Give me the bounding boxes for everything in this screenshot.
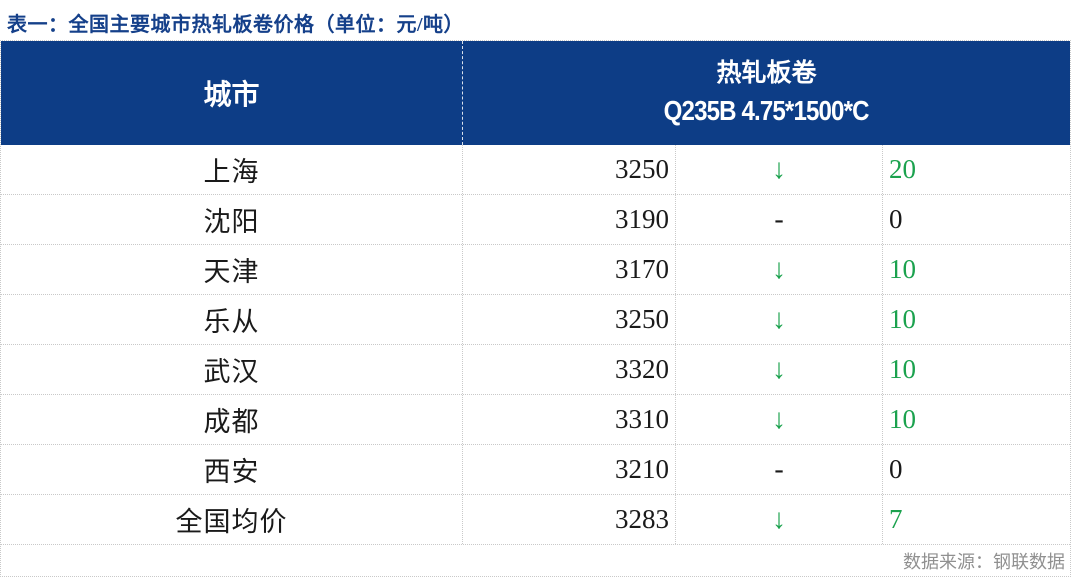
price-cell: 3190 (463, 195, 676, 244)
city-cell: 武汉 (1, 345, 463, 394)
data-source-text: 数据来源：钢联数据 (903, 551, 1065, 572)
price-cell: 3170 (463, 245, 676, 294)
price-cell: 3250 (463, 145, 676, 194)
change-cell: 0 (889, 454, 903, 484)
price-cell: 3283 (463, 495, 676, 544)
table-row: 上海 3250 ↓ 20 (1, 145, 1070, 195)
header-product-spec: Q235B 4.75*1500*C (664, 95, 870, 126)
table-row: 西安 3210 - 0 (1, 445, 1070, 495)
data-source-row: 数据来源：钢联数据 (1, 545, 1070, 576)
change-cell: 10 (889, 254, 916, 284)
city-cell: 乐从 (1, 295, 463, 344)
change-cell: 10 (889, 304, 916, 334)
change-cell: 0 (889, 204, 903, 234)
change-cell: 7 (889, 504, 903, 534)
trend-arrow: ↓ (676, 145, 883, 194)
header-product-name: 热轧板卷 (716, 60, 817, 87)
trend-arrow: ↓ (676, 395, 883, 444)
city-cell: 全国均价 (1, 495, 463, 544)
price-cell: 3250 (463, 295, 676, 344)
change-cell: 10 (889, 354, 916, 384)
table-row: 乐从 3250 ↓ 10 (1, 295, 1070, 345)
table-row: 天津 3170 ↓ 10 (1, 245, 1070, 295)
trend-arrow: ↓ (676, 295, 883, 344)
city-cell: 上海 (1, 145, 463, 194)
trend-flat: - (676, 445, 883, 494)
city-cell: 沈阳 (1, 195, 463, 244)
price-cell: 3210 (463, 445, 676, 494)
price-table: 城市 热轧板卷 Q235B 4.75*1500*C 上海 3250 ↓ 20 沈… (0, 40, 1071, 577)
table-row-national-average: 全国均价 3283 ↓ 7 (1, 495, 1070, 545)
trend-arrow: ↓ (676, 345, 883, 394)
table-header: 城市 热轧板卷 Q235B 4.75*1500*C (1, 41, 1070, 145)
header-city: 城市 (1, 41, 463, 145)
trend-arrow: ↓ (676, 495, 883, 544)
table-row: 沈阳 3190 - 0 (1, 195, 1070, 245)
change-cell: 10 (889, 404, 916, 434)
price-cell: 3320 (463, 345, 676, 394)
trend-flat: - (676, 195, 883, 244)
table-title: 表一：全国主要城市热轧板卷价格（单位：元/吨） (7, 14, 465, 36)
header-product: 热轧板卷 Q235B 4.75*1500*C (463, 41, 1070, 145)
table-row: 成都 3310 ↓ 10 (1, 395, 1070, 445)
price-cell: 3310 (463, 395, 676, 444)
city-cell: 成都 (1, 395, 463, 444)
city-cell: 天津 (1, 245, 463, 294)
trend-arrow: ↓ (676, 245, 883, 294)
table-row: 武汉 3320 ↓ 10 (1, 345, 1070, 395)
change-cell: 20 (889, 154, 916, 184)
city-cell: 西安 (1, 445, 463, 494)
